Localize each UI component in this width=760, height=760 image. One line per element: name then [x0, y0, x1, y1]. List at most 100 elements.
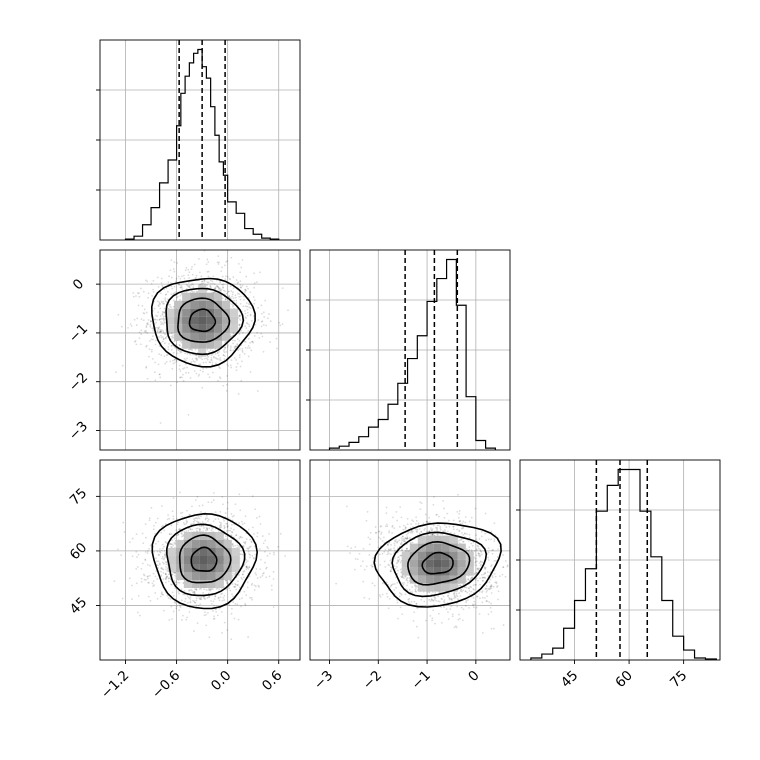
- joint-2-1-sample-point: [489, 578, 492, 581]
- joint-2-0-sample-point: [154, 521, 157, 524]
- joint-2-1-sample-point: [504, 560, 507, 562]
- joint-1-0-sample-point: [238, 323, 241, 326]
- joint-2-1-sample-point: [427, 521, 430, 524]
- joint-1-0-sample-point: [237, 281, 240, 284]
- joint-1-0-sample-point: [224, 298, 227, 301]
- joint-2-0-sample-point: [230, 607, 233, 610]
- joint-1-0-density-cell: [182, 324, 191, 333]
- joint-2-1-sample-point: [379, 537, 382, 540]
- joint-2-1-sample-point: [375, 532, 377, 534]
- joint-2-0-sample-point: [163, 545, 165, 548]
- joint-1-0-sample-point: [219, 281, 222, 284]
- joint-2-0-density-cell: [207, 540, 216, 548]
- joint-1-0-sample-point: [262, 350, 265, 353]
- joint-2-0-sample-point: [235, 534, 238, 537]
- joint-2-0-sample-point: [220, 593, 223, 596]
- joint-1-0-sample-point: [145, 329, 147, 332]
- joint-2-0-sample-point: [236, 584, 239, 587]
- joint-2-0-sample-point: [146, 575, 149, 578]
- joint-1-0-sample-point: [166, 290, 169, 293]
- joint-1-0-sample-point: [216, 284, 218, 287]
- joint-1-0-sample-point: [172, 362, 175, 365]
- joint-2-1-sample-point: [448, 598, 451, 601]
- joint-2-0-sample-point: [164, 553, 166, 556]
- joint-1-0-sample-point: [219, 359, 222, 362]
- joint-2-1-sample-point: [365, 519, 368, 522]
- joint-1-0-sample-point: [159, 292, 162, 295]
- joint-2-1-sample-point: [363, 568, 366, 571]
- joint-2-0-sample-point: [160, 574, 163, 577]
- joint-1-0-sample-point: [239, 298, 242, 301]
- joint-1-0-sample-point: [214, 353, 217, 355]
- joint-2-1-sample-point: [494, 581, 497, 584]
- joint-1-0-sample-point: [156, 330, 159, 333]
- joint-2-0-density-cell: [199, 540, 208, 548]
- joint-2-0-sample-point: [213, 598, 216, 600]
- joint-1-0-sample-point: [188, 277, 190, 279]
- joint-1-0-sample-point: [179, 376, 181, 379]
- joint-1-0-sample-point: [226, 346, 229, 348]
- joint-2-0-sample-point: [143, 574, 146, 577]
- joint-1-0-sample-point: [250, 349, 253, 352]
- joint-1-0-sample-point: [267, 317, 269, 320]
- joint-2-1-sample-point: [440, 621, 443, 624]
- joint-1-0-sample-point: [162, 323, 165, 326]
- joint-2-1-sample-point: [429, 600, 432, 603]
- joint-2-0-sample-point: [173, 579, 176, 582]
- joint-2-0-density-cell: [223, 572, 232, 580]
- joint-2-0-sample-point: [218, 521, 221, 524]
- joint-1-0-sample-point: [207, 281, 210, 284]
- joint-2-1-sample-point: [389, 553, 392, 556]
- joint-1-0-sample-point: [218, 358, 221, 361]
- joint-1-0-sample-point: [215, 357, 218, 360]
- joint-2-0-sample-point: [259, 576, 262, 579]
- joint-2-0-sample-point: [186, 601, 189, 604]
- joint-2-0-sample-point: [135, 550, 138, 553]
- joint-2-1-sample-point: [452, 525, 455, 528]
- joint-2-0-contour-level: [151, 512, 259, 610]
- joint-2-1-sample-point: [354, 557, 357, 560]
- joint-1-0-sample-point: [217, 379, 219, 382]
- joint-2-0-sample-point: [214, 595, 217, 598]
- joint-2-1-sample-point: [362, 547, 365, 550]
- joint-1-0-sample-point: [227, 364, 230, 367]
- joint-2-1-sample-point: [424, 513, 427, 516]
- joint-2-0-density-cell: [199, 532, 208, 540]
- joint-2-0-sample-point: [256, 535, 259, 538]
- joint-1-0-sample-point: [165, 335, 168, 338]
- joint-2-1-sample-point: [481, 631, 484, 634]
- joint-2-0-sample-point: [248, 575, 251, 578]
- joint-2-0-sample-point: [159, 548, 161, 550]
- joint-1-0-sample-point: [260, 320, 263, 323]
- joint-1-0-sample-point: [249, 371, 252, 373]
- joint-2-0-sample-point: [234, 603, 237, 605]
- joint-1-0-sample-point: [187, 413, 190, 416]
- joint-1-0-sample-point: [219, 290, 222, 292]
- joint-2-1-sample-point: [405, 577, 408, 580]
- joint-2-0-sample-point: [160, 591, 163, 594]
- joint-2-1-sample-point: [457, 598, 459, 601]
- joint-2-0-sample-point: [157, 560, 160, 563]
- joint-2-0-sample-point: [220, 522, 223, 524]
- joint-1-0-density-cell: [166, 308, 175, 317]
- joint-1-0-sample-point: [247, 287, 249, 290]
- joint-2-1-sample-point: [398, 592, 401, 594]
- joint-1-0-sample-point: [216, 352, 219, 354]
- joint-1-0-sample-point: [241, 284, 244, 287]
- joint-2-0-sample-point: [146, 563, 149, 566]
- joint-1-0-sample-point: [210, 359, 213, 361]
- joint-2-0-sample-point: [277, 545, 280, 548]
- joint-1-0-sample-point: [140, 333, 143, 336]
- joint-1-0-sample-point: [245, 321, 248, 324]
- joint-2-0-sample-point: [176, 518, 178, 521]
- joint-1-0-sample-point: [147, 323, 149, 326]
- joint-2-0-sample-point: [250, 584, 253, 586]
- joint-1-0-sample-point: [143, 308, 146, 311]
- joint-1-0-sample-point: [195, 357, 198, 360]
- joint-1-0-sample-point: [238, 318, 241, 320]
- joint-1-0-density-cell: [182, 300, 191, 309]
- joint-1-0-sample-point: [184, 269, 187, 272]
- joint-1-0-sample-point: [171, 367, 174, 370]
- joint-2-1-sample-point: [455, 625, 457, 628]
- joint-1-0-sample-point: [218, 288, 221, 291]
